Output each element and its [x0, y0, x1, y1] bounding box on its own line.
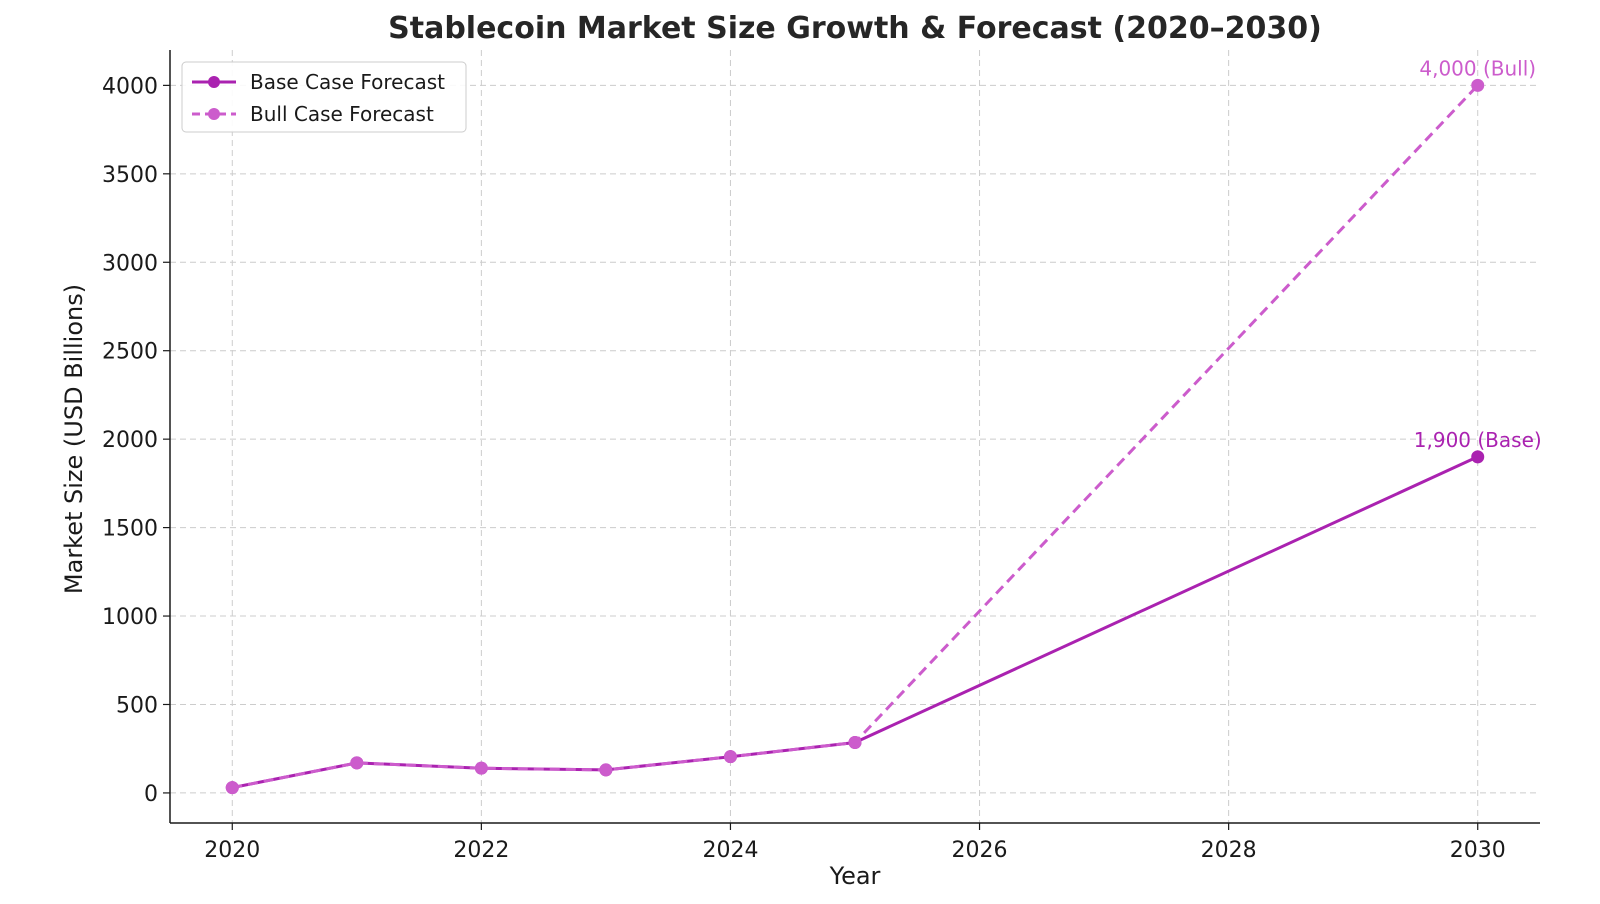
- y-tick-label: 2000: [102, 428, 158, 453]
- series-group: [225, 78, 1485, 795]
- data-annotation: 4,000 (Bull): [1419, 56, 1536, 80]
- legend-marker: [208, 108, 220, 120]
- y-tick-label: 3000: [102, 251, 158, 276]
- data-point: [723, 750, 737, 764]
- x-tick-label: 2024: [702, 838, 758, 863]
- legend-box: [181, 61, 467, 133]
- x-axis-label: Year: [829, 862, 881, 890]
- legend-label: Bull Case Forecast: [250, 102, 434, 126]
- y-tick-label: 3500: [102, 163, 158, 188]
- data-point: [1471, 78, 1485, 92]
- x-tick-label: 2022: [453, 838, 509, 863]
- legend-label: Base Case Forecast: [250, 70, 445, 94]
- chart-title: Stablecoin Market Size Growth & Forecast…: [388, 11, 1322, 46]
- data-point: [848, 736, 862, 750]
- series-bull: [225, 78, 1485, 795]
- y-tick-label: 0: [144, 782, 158, 807]
- y-tick-label: 1000: [102, 605, 158, 630]
- y-tick-label: 4000: [102, 74, 158, 99]
- grid: [170, 50, 1540, 823]
- y-tick-label: 1500: [102, 517, 158, 542]
- data-point: [225, 781, 239, 795]
- series-line: [232, 84, 1479, 790]
- legend: Base Case Forecast Bull Case Forecast: [181, 61, 467, 133]
- data-annotation: 1,900 (Base): [1414, 428, 1542, 452]
- data-point: [474, 761, 488, 775]
- y-axis-label: Market Size (USD Billions): [60, 284, 88, 594]
- annotations: 4,000 (Bull) 1,900 (Base): [1414, 56, 1542, 451]
- axes: 2020 2022 2024 2026 2028 2030 0 500 1000 1500 2000…: [102, 50, 1540, 863]
- x-tick-label: 2028: [1201, 838, 1257, 863]
- x-tick-label: 2030: [1450, 838, 1506, 863]
- x-tick-label: 2026: [952, 838, 1008, 863]
- data-point: [599, 763, 613, 777]
- y-tick-label: 2500: [102, 340, 158, 365]
- legend-marker: [208, 76, 220, 88]
- data-point: [1471, 450, 1485, 464]
- data-point: [350, 756, 364, 770]
- y-tick-label: 500: [116, 693, 158, 718]
- x-tick-label: 2020: [204, 838, 260, 863]
